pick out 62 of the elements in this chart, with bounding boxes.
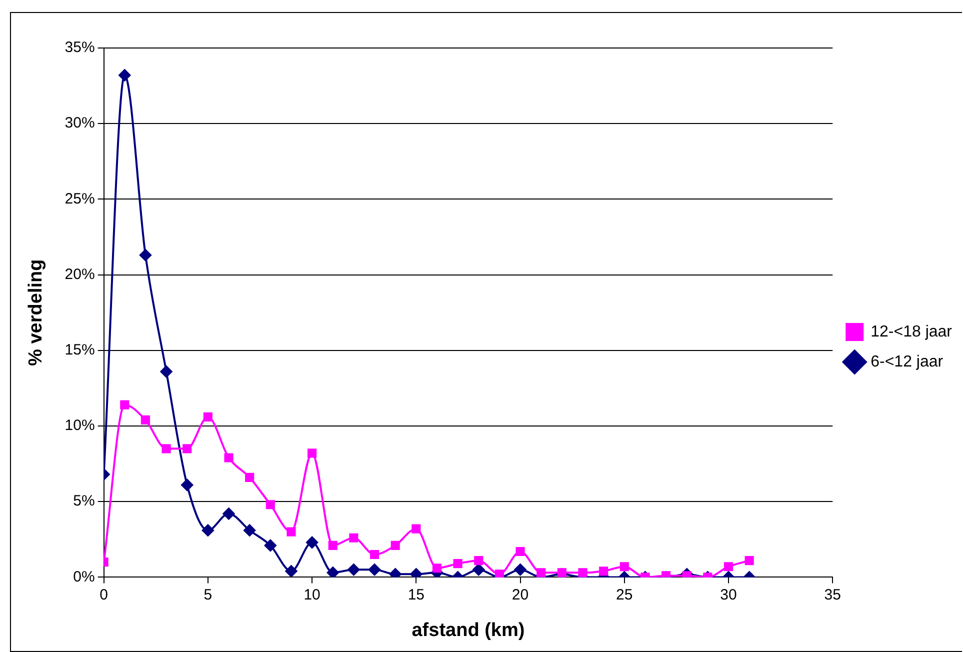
point [162,444,171,454]
point [514,564,526,576]
y-tick-label: 20% [64,266,95,283]
y-axis-title: % verdeling [26,259,47,366]
point [349,533,358,542]
point [724,562,734,572]
y-tick-label: 30% [64,114,95,132]
point [139,249,152,262]
point [328,540,338,550]
x-tick-label: 20 [512,586,529,604]
point [182,444,192,454]
legend-label: 6-<12 jaar [870,353,944,370]
point [140,415,150,424]
y-tick-label: 35% [64,39,95,56]
x-axis-title: afstand (km) [412,620,525,641]
y-tick-label: 5% [73,492,95,510]
point [285,565,298,578]
x-tick-label: 0 [100,586,108,604]
point [203,412,212,422]
point [390,540,400,550]
legend-label: 12-<18 jaar [870,323,953,340]
point [599,566,608,576]
y-tick-label: 25% [64,190,95,208]
point [181,478,194,491]
point [266,500,275,510]
point [244,524,256,536]
point [120,400,130,410]
point [326,566,339,578]
x-tick-label: 15 [408,586,425,604]
point [744,556,754,566]
point [516,546,525,556]
point [306,536,318,548]
x-tick-label: 25 [616,586,633,604]
point [412,524,421,534]
point [432,564,442,573]
point [370,550,380,560]
point [222,508,235,520]
x-tick-label: 5 [204,586,212,604]
point [472,564,485,576]
point [264,539,276,552]
x-tick-label: 35 [824,586,841,604]
point [410,568,422,578]
point [368,564,381,576]
point [348,564,360,576]
point [118,69,131,82]
y-tick-label: 15% [64,342,95,359]
x-tick-label: 30 [720,586,737,604]
point [474,556,484,566]
y-tick-label: 10% [64,417,95,434]
y-tick-label: 0% [73,568,95,586]
point [389,568,402,578]
point [224,453,234,462]
point [286,527,296,536]
point [536,568,546,578]
point [620,562,629,572]
point [578,568,588,578]
x-tick-label: 10 [304,586,320,604]
point [245,472,254,482]
point [202,524,214,536]
point [308,448,317,458]
point [160,366,172,378]
point [453,559,462,568]
